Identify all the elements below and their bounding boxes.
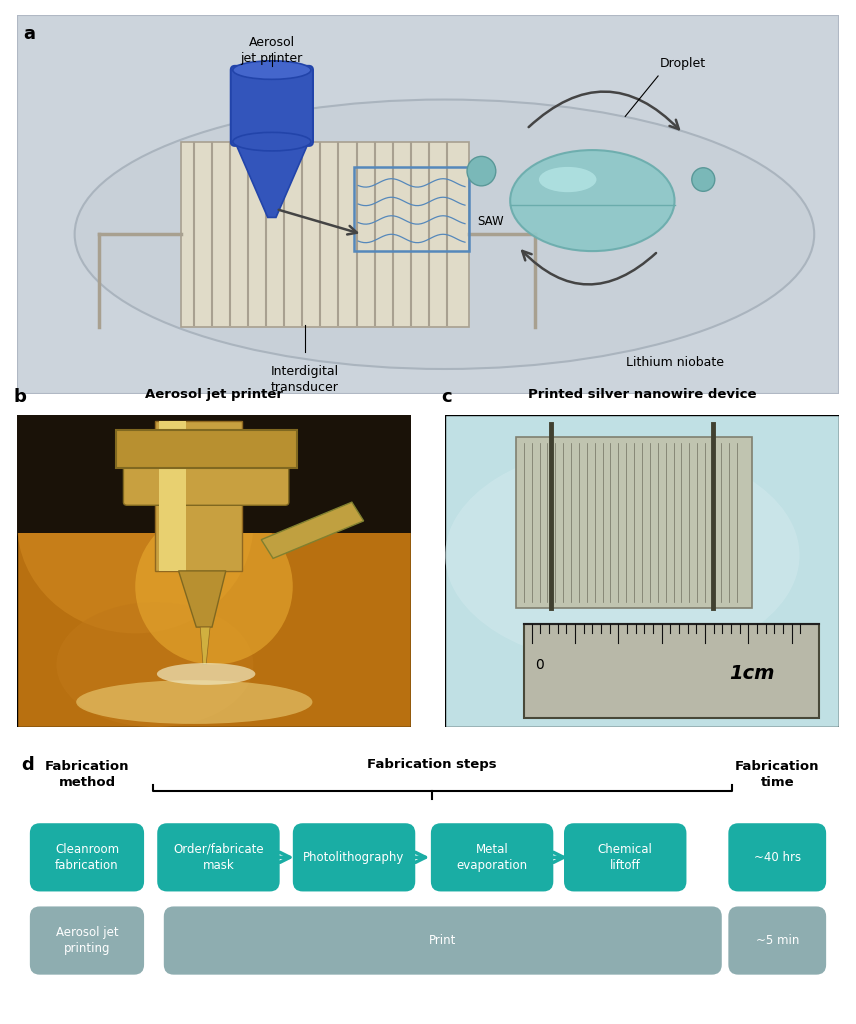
Text: b: b bbox=[13, 388, 26, 407]
FancyBboxPatch shape bbox=[445, 415, 839, 727]
FancyBboxPatch shape bbox=[231, 66, 313, 145]
FancyBboxPatch shape bbox=[163, 906, 722, 975]
FancyBboxPatch shape bbox=[116, 430, 297, 468]
FancyBboxPatch shape bbox=[17, 15, 839, 394]
Ellipse shape bbox=[17, 415, 253, 633]
FancyBboxPatch shape bbox=[155, 421, 241, 571]
FancyBboxPatch shape bbox=[123, 442, 288, 505]
Text: 0: 0 bbox=[535, 657, 544, 672]
FancyBboxPatch shape bbox=[516, 436, 752, 608]
Ellipse shape bbox=[539, 167, 597, 193]
FancyBboxPatch shape bbox=[431, 823, 553, 892]
Polygon shape bbox=[181, 141, 469, 327]
Text: a: a bbox=[24, 26, 36, 43]
Text: Aerosol
jet printer: Aerosol jet printer bbox=[241, 37, 303, 66]
Text: Droplet: Droplet bbox=[660, 57, 706, 70]
Polygon shape bbox=[261, 502, 364, 558]
Text: Photolithography: Photolithography bbox=[303, 851, 405, 864]
FancyBboxPatch shape bbox=[728, 823, 826, 892]
FancyBboxPatch shape bbox=[158, 823, 280, 892]
FancyBboxPatch shape bbox=[293, 823, 415, 892]
Text: Printed silver nanowire device: Printed silver nanowire device bbox=[528, 388, 756, 400]
Text: Print: Print bbox=[429, 934, 456, 947]
Text: c: c bbox=[441, 388, 452, 407]
Text: Fabrication
time: Fabrication time bbox=[735, 760, 819, 790]
Text: d: d bbox=[21, 756, 34, 774]
Ellipse shape bbox=[692, 168, 715, 191]
FancyBboxPatch shape bbox=[30, 906, 144, 975]
FancyBboxPatch shape bbox=[728, 906, 826, 975]
Ellipse shape bbox=[135, 508, 293, 665]
Text: ~5 min: ~5 min bbox=[756, 934, 799, 947]
Ellipse shape bbox=[445, 446, 800, 665]
Ellipse shape bbox=[74, 99, 814, 369]
FancyBboxPatch shape bbox=[159, 421, 187, 571]
Text: Lithium niobate: Lithium niobate bbox=[626, 356, 723, 370]
Ellipse shape bbox=[233, 60, 311, 79]
Ellipse shape bbox=[76, 680, 312, 724]
Text: Fabrication
method: Fabrication method bbox=[45, 760, 129, 790]
Ellipse shape bbox=[510, 151, 675, 251]
Ellipse shape bbox=[233, 132, 311, 151]
Polygon shape bbox=[179, 571, 226, 627]
Text: Cleanroom
fabrication: Cleanroom fabrication bbox=[55, 843, 119, 871]
Text: ~40 hrs: ~40 hrs bbox=[753, 851, 801, 864]
FancyBboxPatch shape bbox=[564, 823, 687, 892]
Text: Chemical
liftoff: Chemical liftoff bbox=[597, 843, 652, 871]
Text: Aerosol jet printer: Aerosol jet printer bbox=[145, 388, 283, 400]
FancyBboxPatch shape bbox=[17, 415, 411, 727]
Text: Aerosol jet
printing: Aerosol jet printing bbox=[56, 926, 118, 955]
Text: Metal
evaporation: Metal evaporation bbox=[456, 843, 527, 871]
Ellipse shape bbox=[56, 602, 253, 727]
Ellipse shape bbox=[467, 157, 496, 186]
Text: 1cm: 1cm bbox=[729, 665, 775, 683]
Text: Fabrication steps: Fabrication steps bbox=[367, 758, 497, 770]
Text: Order/fabricate
mask: Order/fabricate mask bbox=[173, 843, 264, 871]
Text: SAW: SAW bbox=[478, 215, 504, 228]
Ellipse shape bbox=[157, 663, 255, 685]
FancyBboxPatch shape bbox=[17, 415, 411, 534]
Polygon shape bbox=[235, 141, 309, 217]
FancyBboxPatch shape bbox=[524, 624, 819, 718]
FancyBboxPatch shape bbox=[30, 823, 144, 892]
Text: Interdigital
transducer: Interdigital transducer bbox=[270, 365, 339, 394]
Polygon shape bbox=[200, 627, 210, 665]
